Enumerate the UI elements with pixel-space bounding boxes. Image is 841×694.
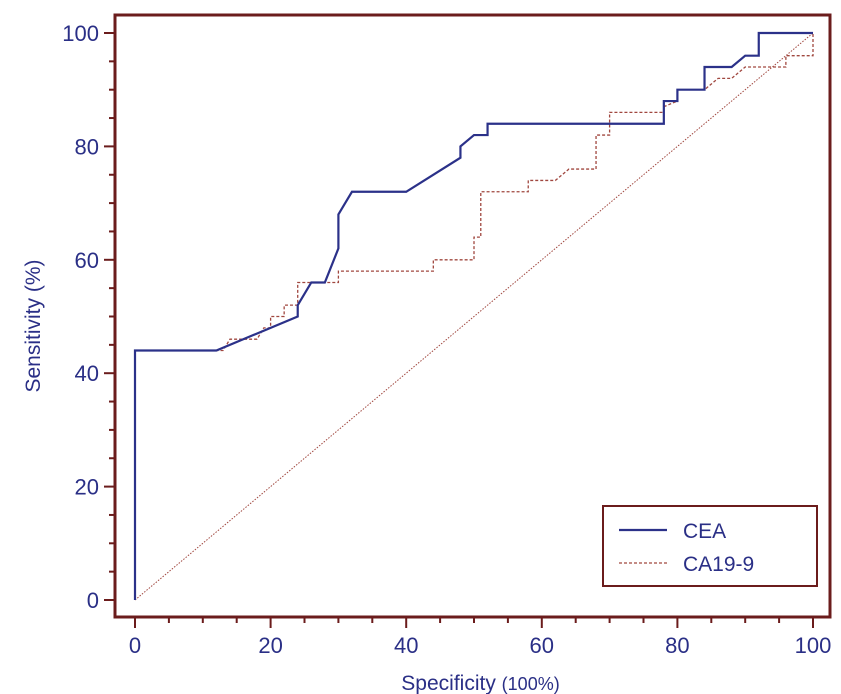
y-tick-label: 100 [62, 21, 99, 46]
series-line-cea [133, 31, 813, 600]
legend-label-cea: CEA [683, 520, 726, 543]
x-tick-label: 60 [530, 633, 554, 658]
series-line-reference [134, 32, 814, 601]
y-tick-label: 80 [75, 134, 99, 159]
x-tick-label: 80 [665, 633, 689, 658]
y-tick-label: 40 [75, 361, 99, 386]
legend-box [602, 505, 818, 587]
x-tick-label: 40 [394, 633, 418, 658]
y-tick-label: 20 [75, 475, 99, 500]
series-line-ca19-9 [134, 33, 814, 600]
legend-label-ca19-9: CA19-9 [683, 553, 754, 576]
y-tick-label: 0 [87, 588, 99, 613]
x-axis-title: Specificity (100%) [401, 672, 559, 694]
x-tick-label: 0 [129, 633, 141, 658]
y-tick-label: 60 [75, 248, 99, 273]
y-axis-title: Sensitivity (%) [22, 259, 45, 392]
x-tick-label: 20 [258, 633, 282, 658]
x-axis-title-main: Specificity [401, 672, 501, 694]
x-axis-title-unit: (100%) [502, 674, 560, 694]
x-tick-label: 100 [795, 633, 832, 658]
